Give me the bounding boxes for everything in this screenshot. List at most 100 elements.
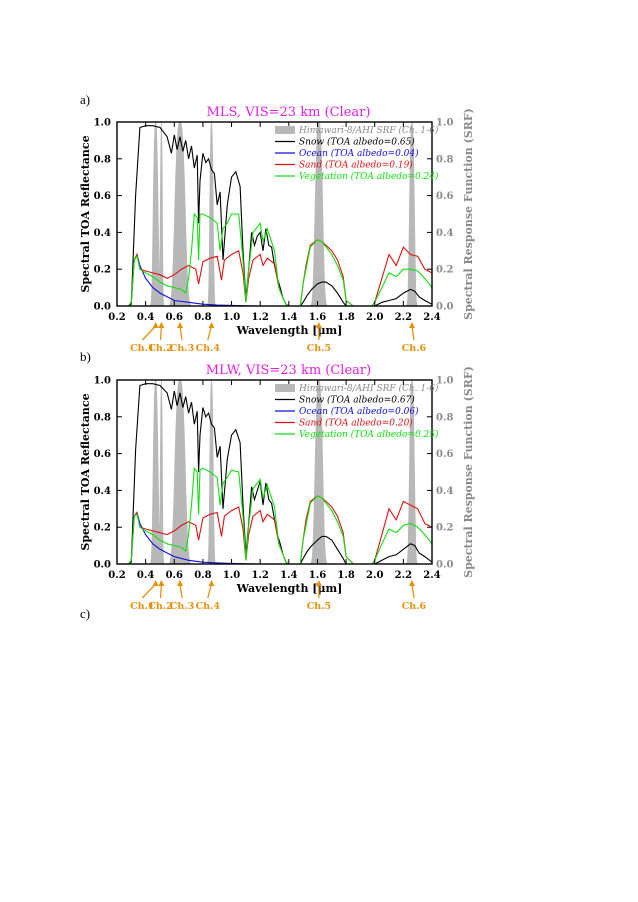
channel-arrow-6: [411, 583, 415, 599]
plot-frame: [116, 379, 433, 565]
legend-name-snow: Snow: [299, 396, 324, 406]
series-line-snow: [117, 125, 432, 306]
channel-arrowhead-5: [315, 580, 322, 586]
chart-panel-a: MLS, VIS=23 km (Clear) 0.2 0.4 0.6 0.8 1.0 1.2…: [79, 105, 475, 354]
panel-label-a: a): [80, 92, 90, 107]
series-line-vegetation: [117, 466, 432, 564]
y2-tick-label: 0.2: [436, 523, 453, 534]
channel-label-2: Ch.2: [148, 343, 172, 354]
chart-title: MLW, VIS=23 km (Clear): [206, 363, 371, 378]
x-tick-label: 0.4: [137, 312, 154, 323]
channel-arrowhead-6: [408, 580, 415, 586]
channel-label-3: Ch.3: [170, 343, 194, 354]
channel-label-4: Ch.4: [196, 343, 221, 354]
chart-title: MLS, VIS=23 km (Clear): [207, 105, 371, 120]
srf-band-1: [147, 380, 164, 564]
channel-label-6: Ch.6: [402, 343, 427, 354]
srf-band-3: [164, 122, 196, 306]
channel-label-1: Ch.1: [130, 601, 154, 612]
legend-entry-srf: Himawari-8/AHI SRF (Ch. 1-6): [298, 125, 439, 136]
series-line-snow: [117, 383, 432, 564]
y2-tick-label: 0.0: [436, 302, 453, 313]
x-tick-label: 0.8: [194, 570, 211, 581]
x-tick-label: 1.0: [223, 570, 240, 581]
x-tick-label: 2.4: [423, 570, 440, 581]
legend-name-vegetation: Vegetation: [299, 172, 348, 182]
x-tick-label: 2.4: [423, 312, 440, 323]
x-tick-label: 0.6: [166, 312, 183, 323]
channel-label-5: Ch.5: [307, 601, 331, 612]
channel-label-4: Ch.4: [196, 601, 221, 612]
y-tick-label: 1.0: [94, 118, 111, 129]
channel-arrow-4: [207, 325, 213, 341]
channel-arrow-3: [179, 325, 183, 341]
legend: Himawari-8/AHI SRF (Ch. 1-6)Snow (TOA al…: [275, 125, 439, 182]
channel-label-6: Ch.6: [402, 601, 427, 612]
channel-arrow-2: [159, 325, 163, 341]
panel-label-b: b): [80, 349, 91, 364]
y-tick-label: 0.6: [94, 449, 111, 460]
y-axis-label: Spectral TOA Reflectance: [79, 393, 92, 550]
y2-tick-label: 0.8: [436, 412, 453, 423]
legend-name-srf: Himawari-8/AHI SRF (Ch. 1-6): [298, 125, 439, 136]
x-tick-label: 0.6: [166, 570, 183, 581]
channel-arrowhead-2: [158, 580, 165, 586]
channel-arrow-2: [159, 583, 163, 599]
y2-tick-label: 0.4: [436, 228, 453, 239]
legend-entry-ocean: Ocean (TOA albedo=0.04): [299, 148, 419, 159]
series-line-sand: [117, 239, 432, 306]
channel-arrow-6: [411, 325, 415, 341]
legend-albedo-sand: (TOA albedo=0.19): [322, 160, 413, 171]
panel-label-c: c): [80, 606, 90, 621]
srf-band-1: [147, 122, 164, 306]
y2-tick-label: 0.0: [436, 560, 453, 571]
y-tick-label: 0.2: [94, 265, 111, 276]
legend-entry-sand: Sand (TOA albedo=0.20): [299, 418, 413, 429]
x-tick-label: 2.2: [395, 312, 412, 323]
legend-albedo-ocean: (TOA albedo=0.06): [328, 406, 419, 417]
legend-name-ocean: Ocean: [299, 149, 328, 159]
legend: Himawari-8/AHI SRF (Ch. 1-6) Snow (TOA al…: [275, 383, 439, 440]
chart-panel-b: MLW, VIS=23 km (Clear) 0.2 0.4 0.6 0.8 1.0 1.2…: [79, 363, 475, 612]
channel-label-2: Ch.2: [148, 601, 172, 612]
x-tick-label: 0.2: [108, 312, 125, 323]
x-tick-label: 1.6: [309, 312, 326, 323]
x-tick-label: 2.0: [366, 570, 383, 581]
y2-axis-label: Spectral Response Function (SRF): [462, 366, 475, 578]
plot-frame: [116, 121, 433, 307]
channel-arrow-3: [179, 583, 183, 599]
y2-tick-label: 1.0: [436, 118, 453, 129]
legend-swatch-srf: [275, 384, 295, 392]
x-tick-label: 0.4: [137, 570, 154, 581]
srf-band-6: [404, 122, 420, 306]
legend-albedo-ocean: (TOA albedo=0.04): [328, 148, 419, 159]
legend-swatch-srf: [275, 126, 295, 134]
legend-entry-sand: Sand (TOA albedo=0.19): [299, 160, 413, 171]
channel-arrowhead-1: [152, 322, 159, 328]
y-tick-label: 0.0: [94, 302, 111, 313]
legend-name-srf: Himawari-8/AHI SRF (Ch. 1-6): [298, 383, 439, 394]
x-tick-label: 1.0: [223, 312, 240, 323]
series-line-vegetation: [117, 212, 432, 306]
y2-tick-label: 1.0: [436, 376, 453, 387]
legend-name-vegetation: Vegetation: [299, 430, 348, 440]
srf-band-5: [307, 380, 331, 564]
legend-entry-ocean: Ocean (TOA albedo=0.06): [299, 406, 419, 417]
y-tick-label: 0.0: [94, 560, 111, 571]
legend-albedo-vegetation: (TOA albedo=0.25): [348, 429, 439, 440]
channel-label-5: Ch.5: [307, 343, 331, 354]
series-line-sand: [117, 495, 432, 564]
srf-band-6: [404, 380, 420, 564]
srf-band-4: [205, 122, 218, 306]
y-tick-label: 0.8: [94, 154, 111, 165]
y-tick-label: 0.4: [94, 228, 111, 239]
legend-albedo-sand: (TOA albedo=0.20): [322, 418, 413, 429]
channel-label-3: Ch.3: [170, 601, 194, 612]
x-axis-label: Wavelength [μm]: [236, 582, 343, 595]
y-tick-label: 0.6: [94, 191, 111, 202]
channel-arrowhead-4: [208, 580, 215, 586]
channel-arrowhead-5: [315, 322, 322, 328]
srf-band-2: [157, 380, 166, 564]
x-tick-label: 2.0: [366, 312, 383, 323]
